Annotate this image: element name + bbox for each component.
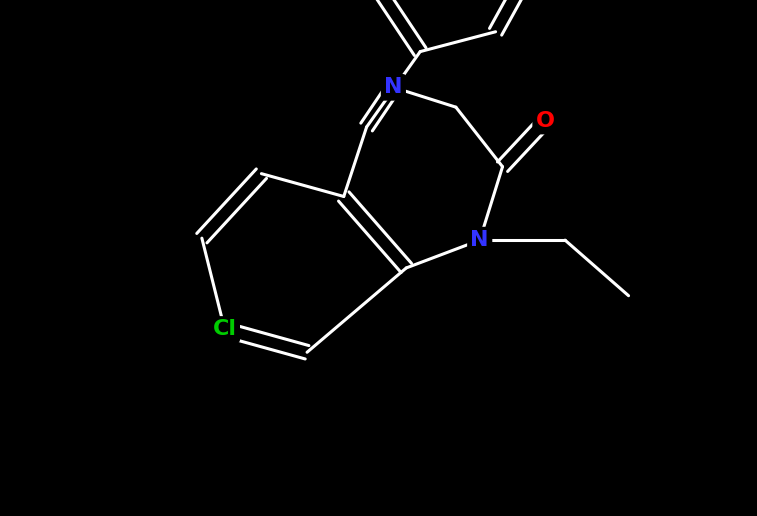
Text: Cl: Cl xyxy=(213,319,237,340)
Text: O: O xyxy=(536,111,555,131)
Text: N: N xyxy=(384,77,403,98)
Text: N: N xyxy=(470,230,489,250)
